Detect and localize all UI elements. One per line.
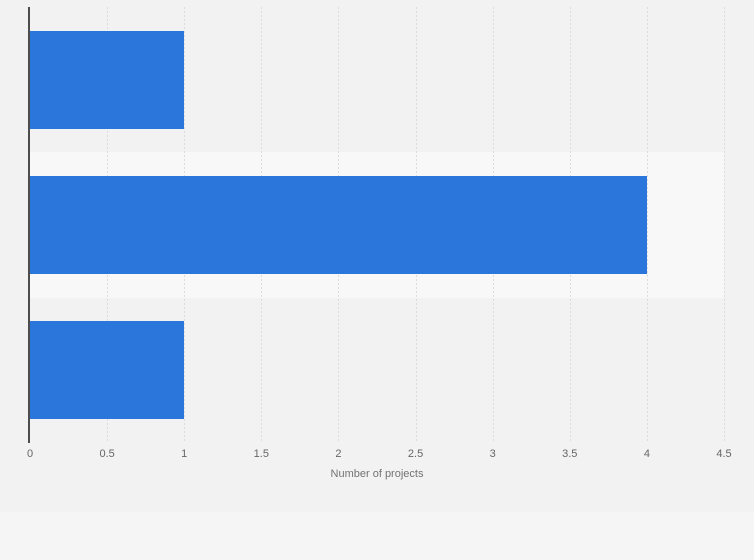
- x-tick-label-0: 0: [26, 448, 34, 460]
- x-tick-label-4: 4: [643, 448, 650, 460]
- x-tick-label-1.5: 1.5: [253, 448, 269, 460]
- y-axis-line: [28, 7, 30, 443]
- x-axis-tick-labels: 0 0.5 1 1.5 2 2.5 3 3.5 4 4.5: [26, 448, 732, 462]
- x-tick-label-4.5: 4.5: [716, 448, 732, 460]
- x-axis-title: Number of projects: [330, 468, 424, 480]
- x-tick-label-0.5: 0.5: [99, 448, 115, 460]
- x-tick-label-3: 3: [489, 448, 496, 460]
- x-tick-label-2: 2: [335, 448, 342, 460]
- plot-area: [28, 7, 725, 443]
- x-tick-label-1: 1: [181, 448, 188, 460]
- footer-strip: [0, 512, 754, 560]
- gridline-4.5: [724, 7, 725, 443]
- bar-1[interactable]: [30, 176, 647, 274]
- x-tick-label-2.5: 2.5: [407, 448, 424, 460]
- bar-2[interactable]: [30, 321, 185, 420]
- bar-0[interactable]: [30, 30, 185, 129]
- gridline-4: [646, 7, 648, 443]
- x-tick-label-3.5: 3.5: [562, 448, 578, 460]
